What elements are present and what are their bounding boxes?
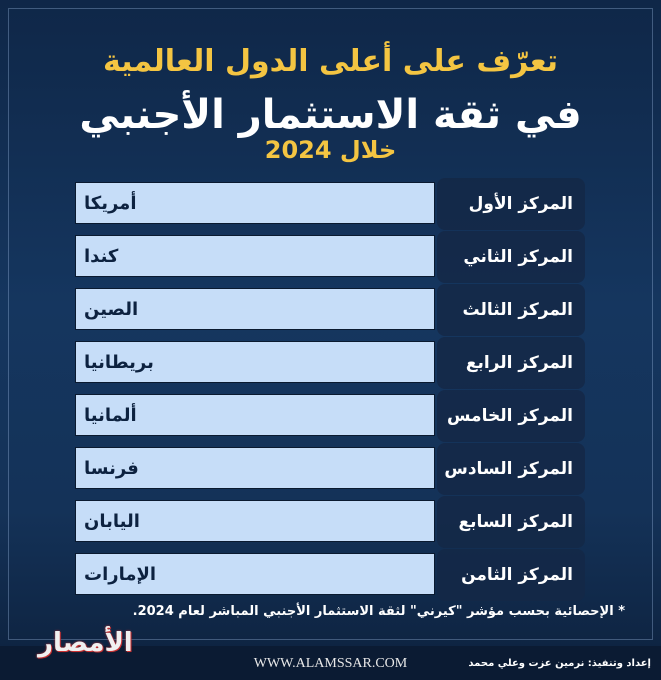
country-name: الإمارات — [84, 564, 157, 585]
alamssar-logo: الأمصار — [38, 628, 133, 658]
title-line-3: خلال 2024 — [264, 136, 397, 164]
rank-label: المركز الثامن — [437, 549, 585, 601]
rank-label: المركز الرابع — [437, 337, 585, 389]
country-value: فرنسا — [75, 447, 435, 489]
ranking-row: المركز الثالث الصين — [75, 284, 585, 336]
country-name: فرنسا — [84, 458, 139, 479]
decorative-frame — [8, 8, 653, 640]
country-name: الصين — [84, 299, 139, 320]
country-name: بريطانيا — [84, 352, 154, 373]
ranking-row: المركز الخامس ألمانيا — [75, 390, 585, 442]
country-value: الإمارات — [75, 553, 435, 595]
ranking-row: المركز السابع اليابان — [75, 496, 585, 548]
ranking-row: المركز الثاني كندا — [75, 231, 585, 283]
country-value: ألمانيا — [75, 394, 435, 436]
ranking-row: المركز الرابع بريطانيا — [75, 337, 585, 389]
rank-label: المركز السابع — [437, 496, 585, 548]
rank-label: المركز الخامس — [437, 390, 585, 442]
country-value: الصين — [75, 288, 435, 330]
country-name: ألمانيا — [84, 405, 137, 426]
title-line-2: في ثقة الاستثمار الأجنبي — [79, 92, 582, 138]
country-value: كندا — [75, 235, 435, 277]
country-value: بريطانيا — [75, 341, 435, 383]
country-name: أمريكا — [84, 193, 137, 214]
ranking-row: المركز السادس فرنسا — [75, 443, 585, 495]
website-url: WWW.ALAMSSAR.COM — [253, 656, 408, 671]
rank-label: المركز الأول — [437, 178, 585, 230]
footer-bar — [0, 646, 661, 680]
source-note: * الإحصائية بحسب مؤشر "كيرني" لثقة الاست… — [132, 604, 625, 619]
title-line-1: تعرّف على أعلى الدول العالمية — [102, 44, 559, 79]
country-value: اليابان — [75, 500, 435, 542]
rank-label: المركز الثالث — [437, 284, 585, 336]
rank-label: المركز السادس — [437, 443, 585, 495]
country-name: كندا — [84, 246, 119, 267]
ranking-row: المركز الأول أمريكا — [75, 178, 585, 230]
country-name: اليابان — [84, 511, 140, 532]
credits: إعداد وتنفيذ: نرمين عزت وعلي محمد — [468, 658, 651, 669]
rank-label: المركز الثاني — [437, 231, 585, 283]
country-value: أمريكا — [75, 182, 435, 224]
ranking-row: المركز الثامن الإمارات — [75, 549, 585, 601]
